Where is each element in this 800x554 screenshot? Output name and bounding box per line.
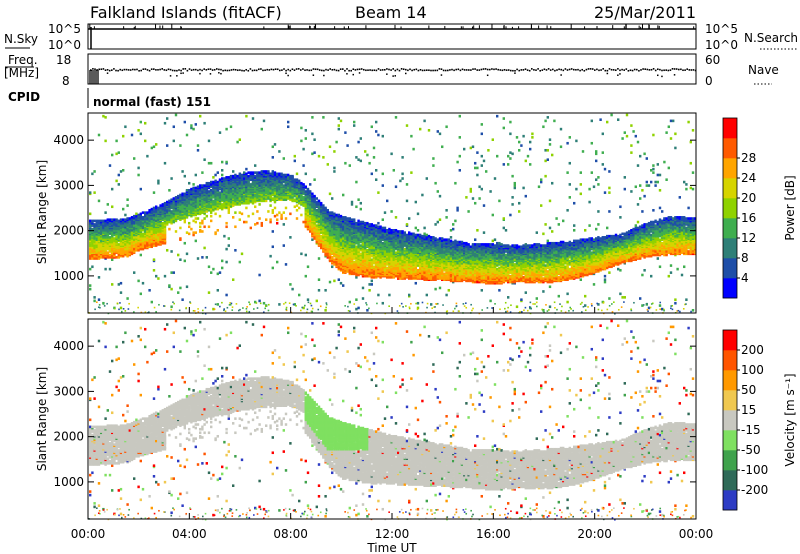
power-colorbar-tick: 24 bbox=[741, 171, 756, 185]
nsky-tick-low: 10^0 bbox=[48, 38, 81, 52]
velocity-colorbar-swatch bbox=[723, 370, 737, 391]
time-tick-label: 16:00 bbox=[476, 527, 511, 541]
power-ytick-label: 4000 bbox=[53, 133, 84, 147]
velocity-ytick-label: 1000 bbox=[53, 475, 84, 489]
velocity-colorbar-tick: -50 bbox=[741, 443, 761, 457]
time-tick-label: 08:00 bbox=[273, 527, 308, 541]
power-ytick-label: 2000 bbox=[53, 224, 84, 238]
power-colorbar-swatch bbox=[723, 238, 737, 259]
freq-panel: Freq. [MHz] 18 8 60 0 Nave bbox=[4, 53, 779, 88]
power-colorbar-tick: 16 bbox=[741, 211, 756, 225]
time-tick-label: 04:00 bbox=[172, 527, 207, 541]
nave-label: Nave bbox=[748, 63, 779, 77]
nsearch-tick-high: 10^5 bbox=[705, 22, 738, 36]
nsky-label: N.Sky bbox=[4, 32, 38, 46]
date-title: 25/Mar/2011 bbox=[594, 3, 696, 22]
power-colorbar-swatch bbox=[723, 218, 737, 239]
time-tick-label: 00:00 bbox=[71, 527, 106, 541]
power-colorbar-swatch bbox=[723, 198, 737, 219]
velocity-ytick-label: 2000 bbox=[53, 430, 84, 444]
power-colorbar-swatch bbox=[723, 258, 737, 279]
power-echo-data bbox=[88, 113, 697, 315]
cpid-row: CPID normal (fast) 151 bbox=[8, 88, 211, 109]
velocity-panel: 1000 2000 3000 4000 Slant Range [km] 200 100… bbox=[35, 318, 797, 521]
power-colorbar-swatch bbox=[723, 158, 737, 179]
velocity-colorbar-swatch bbox=[723, 470, 737, 491]
power-colorbar-tick: 20 bbox=[741, 191, 756, 205]
velocity-colorbar-tick: -15 bbox=[741, 423, 761, 437]
velocity-colorbar-tick: -200 bbox=[741, 483, 768, 497]
power-colorbar-tick: 4 bbox=[741, 271, 749, 285]
velocity-echo-data bbox=[88, 319, 697, 521]
power-panel: 1000 2000 3000 4000 Slant Range [km] 4 8 12 16… bbox=[35, 112, 797, 315]
time-axis-label: Time UT bbox=[366, 541, 417, 554]
nsky-tick-high: 10^5 bbox=[48, 22, 81, 36]
velocity-colorbar-swatch bbox=[723, 490, 737, 511]
nsky-panel: N.Sky 10^5 10^0 10^5 10^0 N.Search bbox=[4, 22, 798, 52]
power-colorbar-swatch bbox=[723, 118, 737, 139]
freq-frame bbox=[87, 53, 697, 85]
power-colorbar: 4 8 12 16 20 24 28 bbox=[722, 117, 756, 299]
velocity-colorbar: 200 100 50 15 -15 -50 -100 -200 bbox=[722, 329, 768, 511]
cpid-value: normal (fast) 151 bbox=[93, 95, 211, 109]
cpid-label: CPID bbox=[8, 90, 40, 104]
velocity-colorbar-tick: 100 bbox=[741, 363, 764, 377]
velocity-colorbar-swatch bbox=[723, 330, 737, 351]
station-title: Falkland Islands (fitACF) bbox=[90, 3, 282, 22]
freq-tick-low: 8 bbox=[62, 74, 70, 88]
nave-tick-high: 60 bbox=[705, 53, 720, 67]
velocity-ytick-label: 4000 bbox=[53, 339, 84, 353]
freq-tick-high: 18 bbox=[56, 53, 71, 67]
velocity-colorbar-tick: 200 bbox=[741, 343, 764, 357]
velocity-colorbar-label: Velocity [m s⁻¹] bbox=[783, 373, 797, 466]
time-tick-label: 12:00 bbox=[375, 527, 410, 541]
velocity-colorbar-swatch bbox=[723, 450, 737, 471]
freq-label: Freq. bbox=[8, 53, 38, 67]
freq-unit-label: [MHz] bbox=[4, 66, 39, 80]
time-axis: 00:00 04:00 08:00 12:00 16:00 20:00 00:00 bbox=[71, 307, 714, 541]
velocity-ytick-label: 3000 bbox=[53, 384, 84, 398]
power-ytick-label: 3000 bbox=[53, 178, 84, 192]
power-colorbar-label: Power [dB] bbox=[783, 175, 797, 240]
power-colorbar-tick: 8 bbox=[741, 251, 749, 265]
power-colorbar-tick: 12 bbox=[741, 231, 756, 245]
time-tick-label: 00:00 bbox=[679, 527, 714, 541]
velocity-colorbar-swatch bbox=[723, 410, 737, 431]
power-colorbar-swatch bbox=[723, 178, 737, 199]
velocity-colorbar-swatch bbox=[723, 390, 737, 411]
power-ytick-label: 1000 bbox=[53, 269, 84, 283]
time-tick-label: 20:00 bbox=[577, 527, 612, 541]
velocity-colorbar-swatch bbox=[723, 350, 737, 371]
nave-tick-low: 0 bbox=[705, 74, 713, 88]
nsky-frame bbox=[87, 23, 697, 50]
power-colorbar-tick: 28 bbox=[741, 151, 756, 165]
power-colorbar-swatch bbox=[723, 138, 737, 159]
velocity-ylabel: Slant Range [km] bbox=[35, 367, 49, 471]
velocity-colorbar-swatch bbox=[723, 430, 737, 451]
power-ylabel: Slant Range [km] bbox=[35, 160, 49, 264]
power-colorbar-swatch bbox=[723, 278, 737, 299]
nsearch-tick-low: 10^0 bbox=[705, 38, 738, 52]
velocity-colorbar-tick: 50 bbox=[741, 383, 756, 397]
beam-title: Beam 14 bbox=[355, 3, 427, 22]
nsearch-label: N.Search bbox=[744, 31, 798, 45]
velocity-colorbar-tick: 15 bbox=[741, 403, 756, 417]
velocity-colorbar-tick: -100 bbox=[741, 463, 768, 477]
